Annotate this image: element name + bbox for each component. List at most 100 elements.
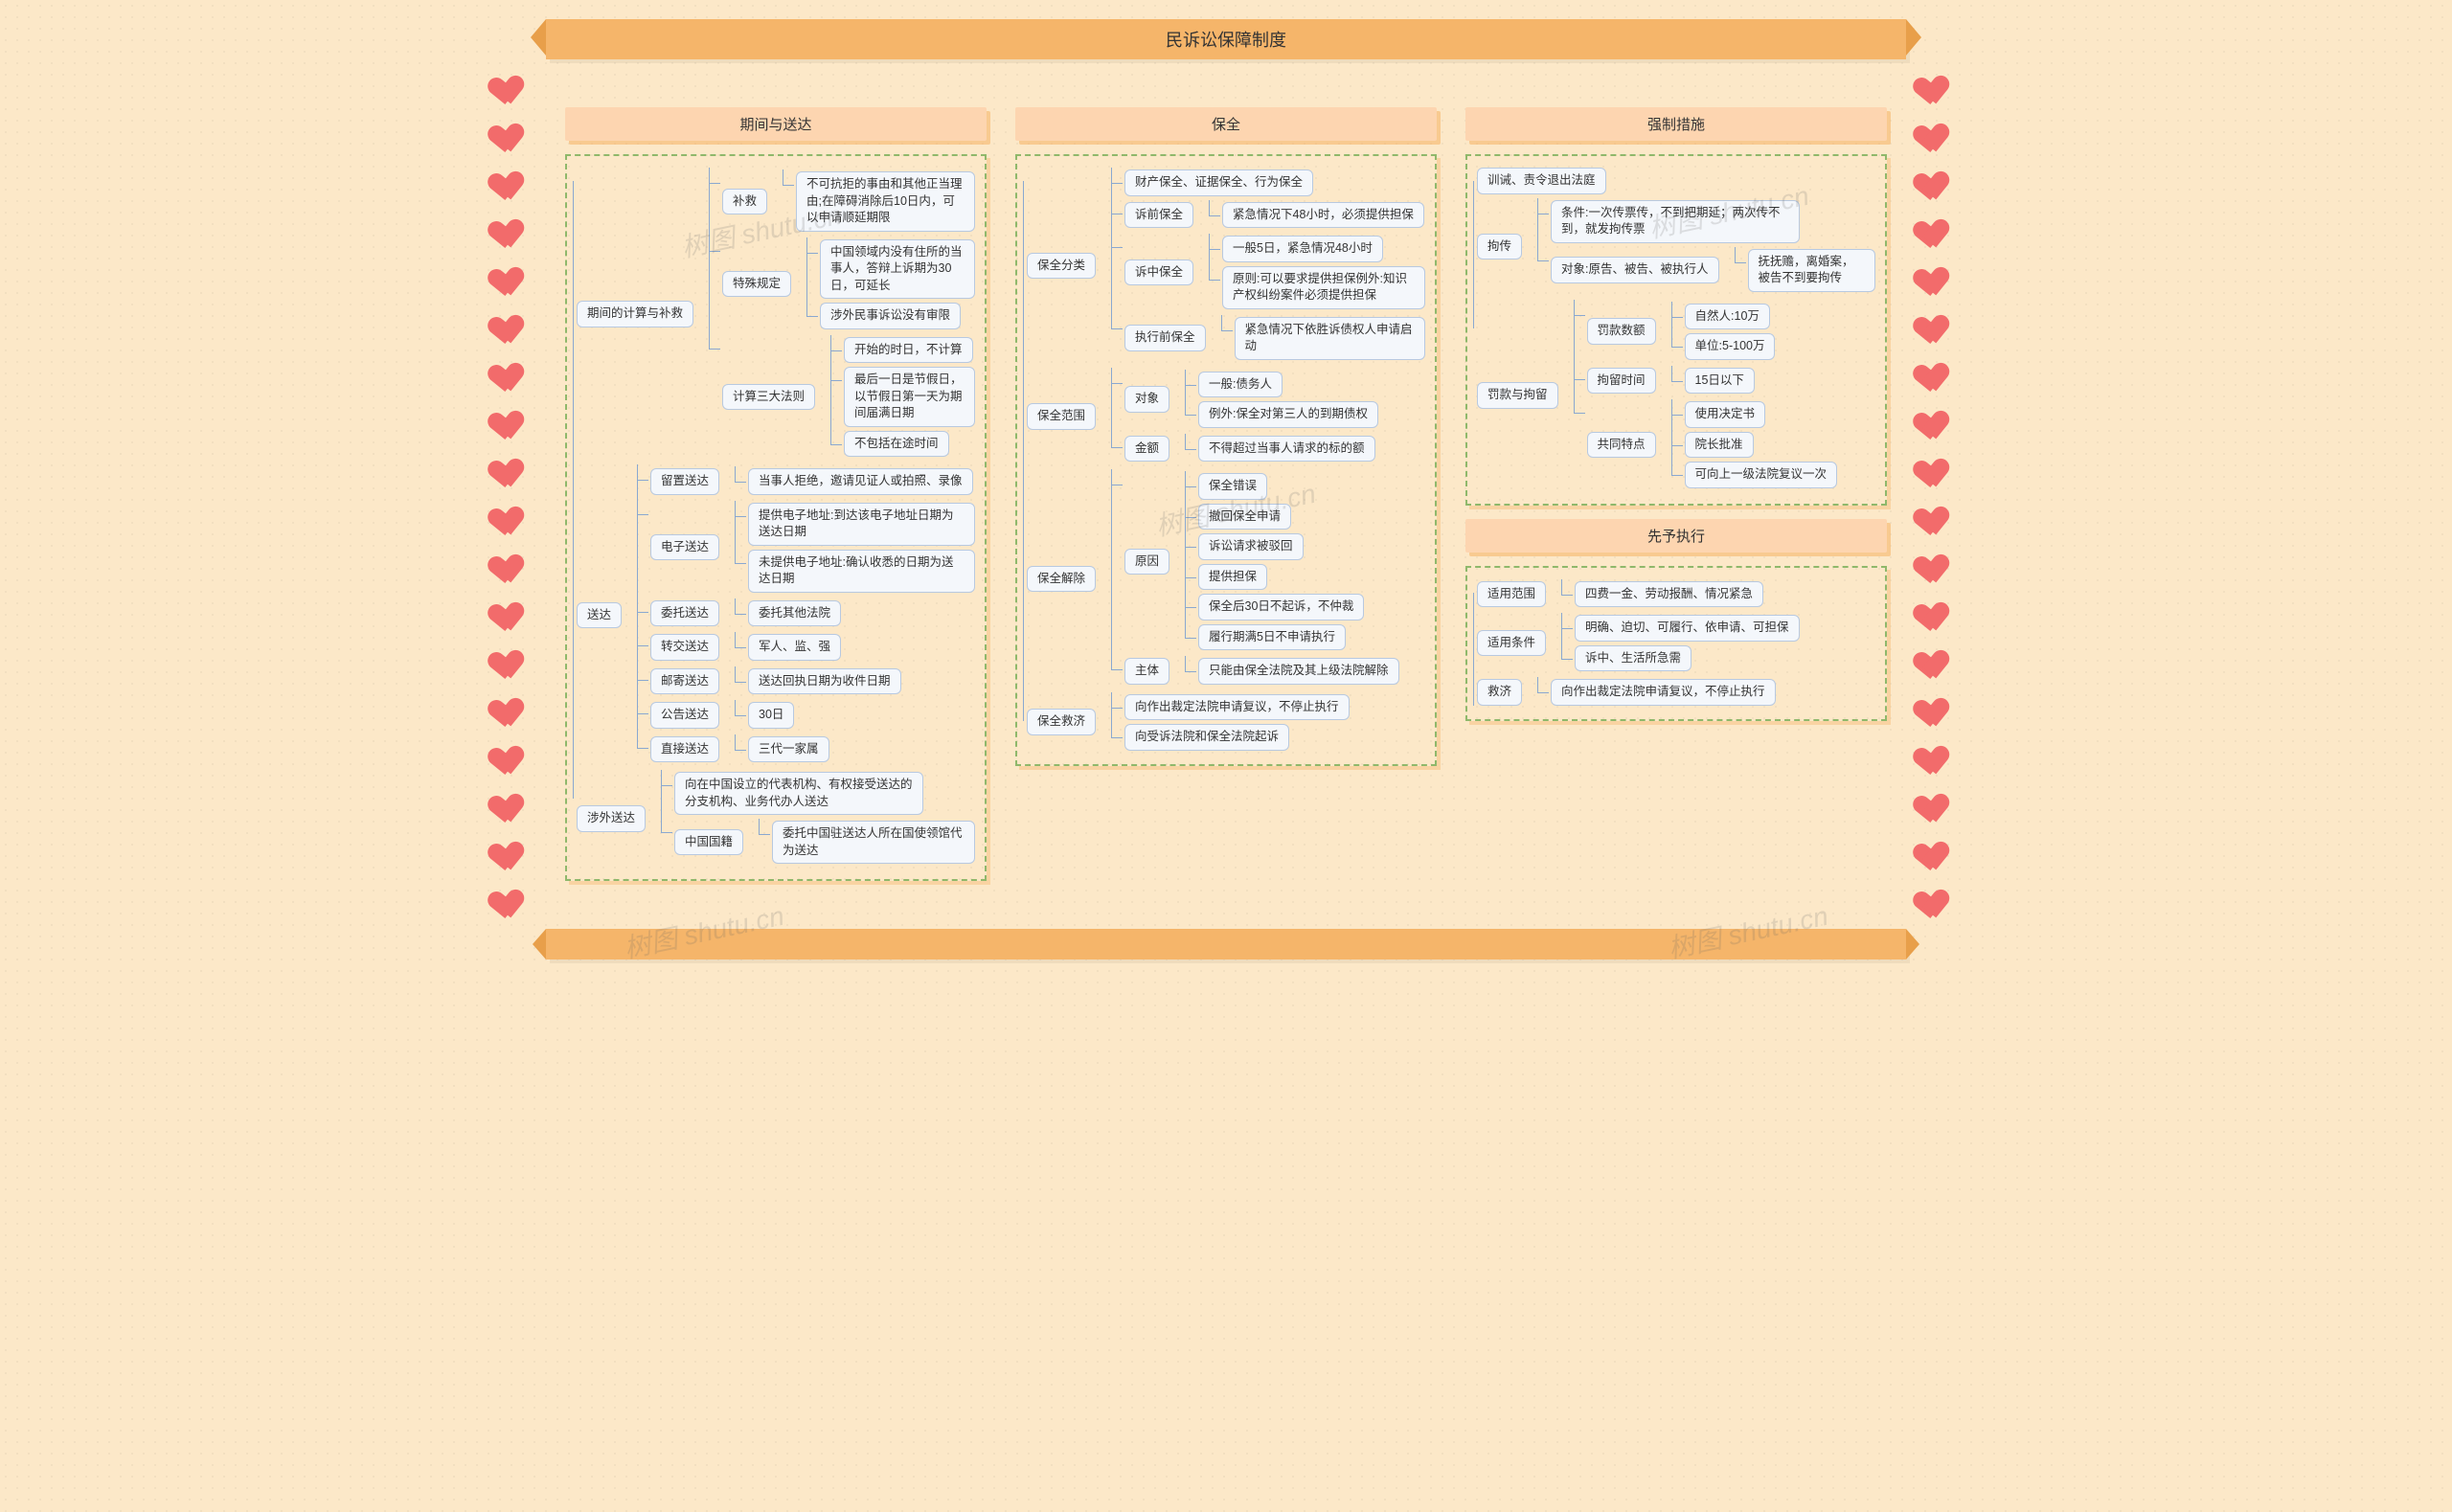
heart-icon <box>496 745 530 779</box>
heart-icon <box>1921 889 1955 922</box>
mindmap-node: 最后一日是节假日，以节假日第一天为期间届满日期 <box>844 367 975 427</box>
heart-icon <box>1921 362 1955 395</box>
heart-icon <box>496 697 530 731</box>
heart-icon <box>1921 841 1955 874</box>
mindmap-node: 对象 <box>1124 386 1169 413</box>
mindmap-node: 例外:保全对第三人的到期债权 <box>1198 401 1378 428</box>
heart-icon <box>1921 649 1955 683</box>
mindmap-node: 涉外民事诉讼没有审限 <box>820 303 961 329</box>
mindmap-node: 院长批准 <box>1685 432 1754 459</box>
mindmap-node: 诉中、生活所急需 <box>1575 645 1691 672</box>
mindmap-node: 单位:5-100万 <box>1685 333 1776 360</box>
mindmap-node: 向作出裁定法院申请复议，不停止执行 <box>1124 694 1350 721</box>
columns: 期间与送达期间的计算与补救 补救 不可抗拒的事由和其他正当理由;在障碍消除后10日内… <box>508 107 1944 881</box>
mindmap-node: 一般5日，紧急情况48小时 <box>1222 236 1383 262</box>
mindmap-node: 电子送达 <box>650 534 719 561</box>
mindmap-node: 原则:可以要求提供担保例外:知识产权纠纷案件必须提供担保 <box>1222 266 1425 309</box>
heart-icon <box>1921 123 1955 156</box>
mindmap-node: 期间的计算与补救 <box>577 301 693 327</box>
mindmap-node: 使用决定书 <box>1685 401 1766 428</box>
mindmap-node: 开始的时日，不计算 <box>844 337 973 364</box>
heart-icon <box>496 218 530 252</box>
heart-icon <box>496 793 530 826</box>
section-header: 保全 <box>1015 107 1437 141</box>
column-2: 保全保全分类财产保全、证据保全、行为保全诉前保全紧急情况下48小时，必须提供担保… <box>1015 107 1437 766</box>
mindmap-node: 自然人:10万 <box>1685 304 1770 330</box>
mindmap-node: 只能由保全法院及其上级法院解除 <box>1198 658 1399 685</box>
hearts-right <box>1923 77 1954 921</box>
bottom-banner <box>546 929 1906 959</box>
mindmap-node: 不可抗拒的事由和其他正当理由;在障碍消除后10日内，可以申请顺延期限 <box>796 171 975 232</box>
mindmap-node: 邮寄送达 <box>650 668 719 695</box>
heart-icon <box>496 410 530 443</box>
mindmap-node: 可向上一级法院复议一次 <box>1685 462 1838 488</box>
heart-icon <box>1921 745 1955 779</box>
mindmap-node: 履行期满5日不申请执行 <box>1198 624 1346 651</box>
mindmap-node: 向在中国设立的代表机构、有权接受送达的分支机构、业务代办人送达 <box>674 772 923 815</box>
heart-icon <box>1921 458 1955 491</box>
mindmap-box: 训诫、责令退出法庭拘传条件:一次传票传，不到把期延；两次传不到，就发拘传票对象:… <box>1465 154 1887 506</box>
heart-icon <box>1921 266 1955 300</box>
mindmap-node: 撤回保全申请 <box>1198 504 1291 530</box>
mindmap-node: 转交送达 <box>650 634 719 661</box>
mindmap-node: 委托中国驻送达人所在国使领馆代为送达 <box>772 821 975 864</box>
heart-icon <box>1921 218 1955 252</box>
heart-icon <box>496 266 530 300</box>
mindmap-node: 一般:债务人 <box>1198 372 1283 398</box>
mindmap-node: 涉外送达 <box>577 805 646 832</box>
mindmap-node: 诉讼请求被驳回 <box>1198 533 1304 560</box>
mindmap-node: 公告送达 <box>650 702 719 729</box>
page-title: 民诉讼保障制度 <box>1166 31 1286 50</box>
mindmap-node: 条件:一次传票传，不到把期延；两次传不到，就发拘传票 <box>1551 200 1800 243</box>
mindmap-node: 中国国籍 <box>674 829 743 856</box>
heart-icon <box>496 362 530 395</box>
mindmap-node: 主体 <box>1124 658 1169 685</box>
mindmap-box: 适用范围四费一金、劳动报酬、情况紧急适用条件明确、迫切、可履行、依申请、可担保诉… <box>1465 566 1887 721</box>
heart-icon <box>496 506 530 539</box>
mindmap-node: 拘传 <box>1477 234 1522 260</box>
page-title-banner: 民诉讼保障制度 <box>546 19 1906 59</box>
heart-icon <box>496 458 530 491</box>
mindmap-node: 委托送达 <box>650 600 719 627</box>
heart-icon <box>1921 793 1955 826</box>
mindmap-node: 向受诉法院和保全法院起诉 <box>1124 724 1289 751</box>
mindmap-node: 紧急情况下依胜诉债权人申请启动 <box>1235 317 1425 360</box>
heart-icon <box>1921 170 1955 204</box>
mindmap-node: 提供担保 <box>1198 564 1267 591</box>
heart-icon <box>1921 697 1955 731</box>
mindmap-node: 中国领域内没有住所的当事人，答辩上诉期为30日，可延长 <box>820 239 975 300</box>
mindmap-node: 保全后30日不起诉，不仲裁 <box>1198 594 1364 621</box>
mindmap-node: 保全救济 <box>1027 709 1096 735</box>
heart-icon <box>496 601 530 635</box>
mindmap-node: 训诫、责令退出法庭 <box>1477 168 1606 194</box>
mindmap-node: 共同特点 <box>1587 432 1656 459</box>
heart-icon <box>496 75 530 108</box>
heart-icon <box>496 841 530 874</box>
heart-icon <box>1921 601 1955 635</box>
heart-icon <box>496 889 530 922</box>
mindmap-node: 保全范围 <box>1027 403 1096 430</box>
hearts-left <box>498 77 529 921</box>
mindmap-node: 30日 <box>748 702 794 729</box>
mindmap-node: 15日以下 <box>1685 368 1755 395</box>
mindmap-node: 未提供电子地址:确认收悉的日期为送达日期 <box>748 550 975 593</box>
mindmap-node: 委托其他法院 <box>748 600 841 627</box>
mindmap-node: 明确、迫切、可履行、依申请、可担保 <box>1575 615 1800 642</box>
heart-icon <box>1921 314 1955 348</box>
mindmap-node: 罚款与拘留 <box>1477 382 1558 409</box>
mindmap-node: 留置送达 <box>650 468 719 495</box>
mindmap-node: 拘留时间 <box>1587 368 1656 395</box>
mindmap-node: 救济 <box>1477 679 1522 706</box>
heart-icon <box>1921 506 1955 539</box>
heart-icon <box>496 123 530 156</box>
mindmap-node: 不包括在途时间 <box>844 431 949 458</box>
column-3: 强制措施训诫、责令退出法庭拘传条件:一次传票传，不到把期延；两次传不到，就发拘传… <box>1465 107 1887 721</box>
mindmap-node: 金额 <box>1124 436 1169 463</box>
mindmap-node: 送达 <box>577 602 622 629</box>
section-header: 期间与送达 <box>565 107 987 141</box>
mindmap-node: 适用范围 <box>1477 581 1546 608</box>
mindmap-node: 军人、监、强 <box>748 634 841 661</box>
heart-icon <box>1921 75 1955 108</box>
mindmap-node: 送达回执日期为收件日期 <box>748 668 901 695</box>
mindmap-node: 补救 <box>722 189 767 215</box>
